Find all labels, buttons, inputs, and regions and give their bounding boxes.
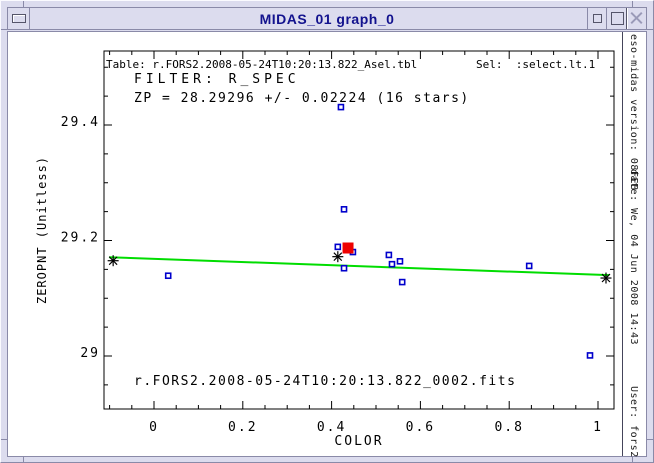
y-axis-title: ZEROPNT (Unitless) [35, 156, 49, 304]
star-data-point [385, 251, 393, 259]
fit-line-segment [109, 256, 610, 277]
maximize-icon [610, 12, 624, 25]
x-tick-label: 0.8 [494, 420, 523, 435]
titlebar[interactable]: MIDAS_01 graph_0 [7, 7, 647, 30]
resize-notch[interactable] [23, 456, 24, 462]
session-user-label: User: fors2 [628, 386, 639, 458]
data-markers[interactable] [107, 103, 612, 359]
window-menu-button[interactable] [8, 8, 30, 29]
x-tick-label: 0.4 [317, 420, 346, 435]
y-tick-label: 29.4 [61, 115, 100, 130]
fit-node-asterisk [600, 272, 612, 284]
star-data-point [340, 206, 348, 213]
dash-icon [11, 14, 26, 23]
star-data-point [334, 243, 342, 251]
selected-data-point [342, 242, 354, 254]
asterisk-stroke [601, 273, 611, 283]
x-tick-label: 0.6 [406, 420, 435, 435]
star-data-point [340, 264, 348, 272]
frame-file-annotation: r.FORS2.2008-05-24T10:20:13.822_0002.fit… [134, 374, 516, 389]
session-date-label: date: We, 04 Jun 2008 14:43 [628, 169, 639, 346]
plot-frame [103, 50, 615, 410]
zp-annotation: ZP = 28.29296 +/- 0.02224 (16 stars) [134, 91, 470, 106]
star-data-point [586, 352, 594, 359]
window-title: MIDAS_01 graph_0 [259, 10, 395, 27]
x-tick-label: 0.2 [228, 420, 257, 435]
shade-button[interactable] [587, 8, 607, 29]
asterisk-stroke [108, 256, 118, 266]
session-version-label: eso-midas version: 08FEB [628, 34, 639, 191]
resize-notch[interactable] [632, 456, 633, 462]
asterisk-stroke [333, 252, 343, 262]
resize-notch[interactable] [647, 439, 653, 440]
x-tick-label: 0 [149, 420, 159, 435]
small-square-icon [593, 14, 602, 23]
star-data-point [398, 278, 406, 286]
y-tick-label: 29.2 [61, 231, 100, 246]
close-button[interactable] [626, 8, 646, 29]
axis-tick-labels: 0 0.2 0.4 0.6 0.8 1 29 29.2 29.4 [61, 115, 603, 435]
filter-annotation: FILTER: R_SPEC [134, 72, 300, 87]
resize-notch[interactable] [23, 1, 24, 7]
close-icon [630, 12, 643, 25]
resize-notch[interactable] [647, 29, 653, 30]
fit-node-asterisk [332, 251, 344, 263]
maximize-button[interactable] [606, 8, 627, 29]
star-data-point [337, 103, 345, 111]
x-axis-title: COLOR [334, 434, 383, 449]
y-tick-label: 29 [80, 346, 100, 361]
selection-label: Sel: :select.lt.1 [476, 58, 596, 71]
graph-canvas: Table: r.FORS2.2008-05-24T10:20:13.822_A… [7, 31, 647, 458]
fit-node-asterisk [107, 255, 119, 267]
resize-notch[interactable] [1, 439, 7, 440]
session-strip-divider [622, 32, 623, 456]
resize-notch[interactable] [1, 29, 7, 30]
x-tick-label: 1 [593, 420, 603, 435]
star-data-point [388, 260, 396, 268]
star-data-point [164, 272, 172, 280]
fit-line [109, 256, 610, 277]
table-name-label: Table: r.FORS2.2008-05-24T10:20:13.822_A… [106, 58, 418, 71]
axis-ticks [104, 51, 614, 409]
star-data-point [525, 262, 533, 270]
resize-notch[interactable] [632, 1, 633, 7]
star-data-point [396, 257, 404, 265]
